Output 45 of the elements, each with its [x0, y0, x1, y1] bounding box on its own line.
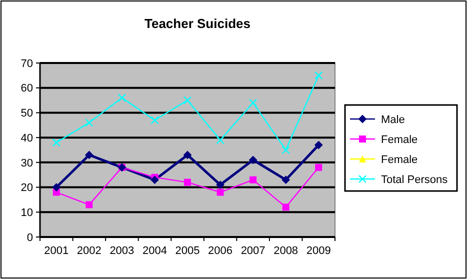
x-tick-label: 2005 [175, 245, 200, 257]
point [249, 156, 258, 164]
point [314, 141, 323, 150]
x-tick-label: 2007 [240, 245, 266, 257]
y-tick-label: 60 [20, 82, 33, 95]
point [315, 164, 322, 171]
legend-label: Total Persons [381, 174, 448, 186]
point [282, 146, 290, 154]
legend-label: Female [381, 134, 418, 146]
y-tick-label: 10 [20, 206, 33, 219]
chart-title: Teacher Suicides [144, 16, 250, 31]
x-tick-label: 2004 [142, 245, 167, 257]
legend-label: Male [381, 114, 405, 126]
point [314, 71, 323, 80]
y-tick-label: 40 [20, 132, 33, 144]
y-tick-label: 0 [26, 232, 33, 244]
x-tick-label: 2003 [110, 245, 134, 257]
point [183, 96, 192, 104]
point [85, 118, 94, 127]
point [150, 176, 159, 184]
point [86, 201, 93, 208]
point [282, 176, 290, 184]
x-tick-label: 2009 [306, 245, 331, 257]
point [216, 180, 224, 189]
point [85, 150, 94, 159]
point [52, 183, 60, 192]
point [118, 94, 126, 102]
point [216, 136, 224, 144]
point [150, 116, 159, 124]
y-tick-label: 50 [20, 108, 33, 120]
point [216, 188, 224, 196]
y-tick-label: 20 [20, 182, 33, 194]
x-tick-label: 2006 [208, 245, 233, 257]
point [282, 204, 290, 211]
x-tick-label: 2001 [44, 245, 69, 257]
point [52, 138, 60, 147]
point [184, 150, 192, 159]
point [248, 98, 258, 107]
point [184, 178, 191, 186]
legend-label: Female [381, 154, 418, 166]
x-tick-label: 2008 [274, 245, 298, 257]
y-tick-label: 30 [20, 157, 33, 170]
x-tick-label: 2002 [76, 245, 102, 257]
y-tick-label: 70 [20, 58, 33, 70]
point [250, 176, 257, 184]
